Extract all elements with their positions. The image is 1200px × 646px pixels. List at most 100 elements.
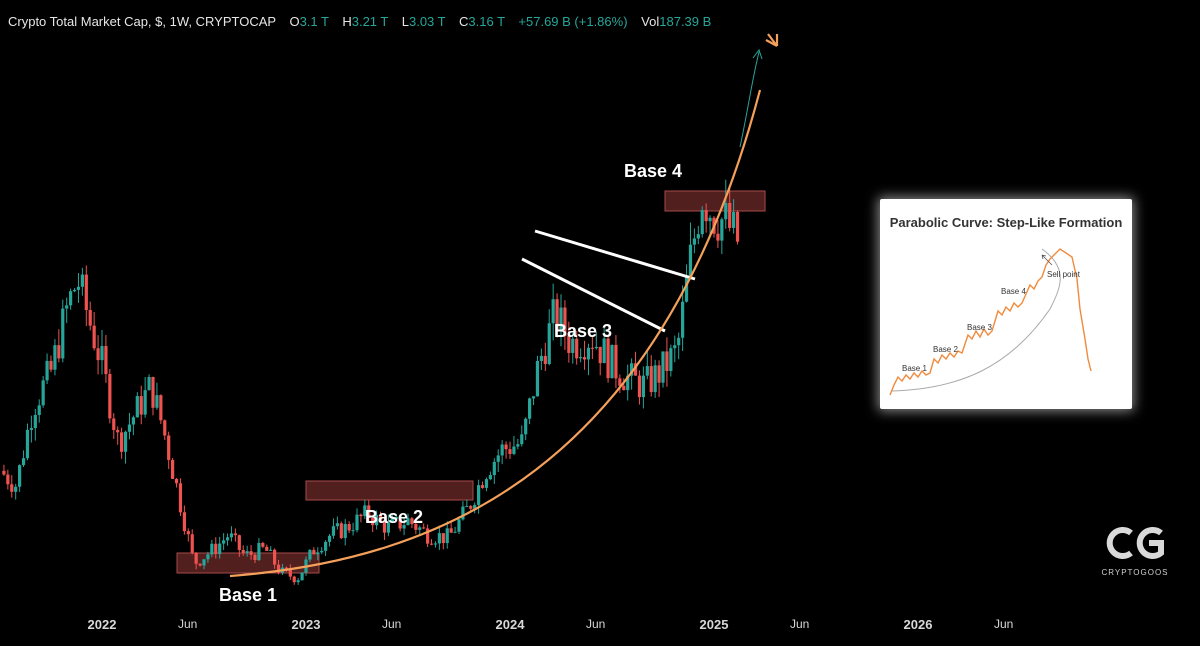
candle-body-13 xyxy=(53,345,57,370)
candle-body-115 xyxy=(453,531,457,533)
candle-body-47 xyxy=(186,531,190,535)
candle-body-179 xyxy=(704,210,708,222)
candle-body-2 xyxy=(10,484,14,492)
candle-body-163 xyxy=(641,375,645,398)
candle-body-24 xyxy=(96,348,100,361)
wedge-upper-line xyxy=(534,229,696,281)
candle-body-43 xyxy=(171,459,175,479)
candle-body-89 xyxy=(351,530,355,532)
candle-body-101 xyxy=(398,516,402,529)
candle-body-83 xyxy=(327,535,332,542)
candle-body-82 xyxy=(324,541,328,551)
candle-body-116 xyxy=(457,519,461,532)
base-3-label: Base 3 xyxy=(554,321,613,341)
candle-body-88 xyxy=(347,524,351,531)
candle-body-146 xyxy=(575,338,579,359)
candle-body-93 xyxy=(367,505,371,519)
inset-steps xyxy=(889,248,1092,396)
candle-body-143 xyxy=(563,307,567,336)
candle-body-160 xyxy=(630,363,634,376)
x-tick-7: Jun xyxy=(789,617,810,631)
inset-curve xyxy=(891,248,1061,392)
candle-body-103 xyxy=(406,518,410,526)
high-value: 3.21 T xyxy=(351,14,389,29)
candle-body-120 xyxy=(473,504,477,509)
x-tick-1: Jun xyxy=(177,617,198,631)
candle-body-30 xyxy=(120,432,124,452)
candle-body-185 xyxy=(728,202,732,228)
candle-body-50 xyxy=(198,563,202,566)
open-label: O xyxy=(289,14,300,29)
volume-value: 187.39 B xyxy=(659,14,712,29)
candle-body-122 xyxy=(480,485,485,488)
candle-body-33 xyxy=(131,417,135,425)
candle-body-166 xyxy=(653,365,657,393)
close-label: C xyxy=(459,14,469,29)
candle-body-21 xyxy=(84,274,88,310)
candle-body-132 xyxy=(520,434,524,445)
candle-body-182 xyxy=(716,233,720,241)
candle-body-100 xyxy=(394,516,398,519)
candle-body-63 xyxy=(249,551,253,555)
candle-body-3 xyxy=(14,486,18,492)
candle-body-113 xyxy=(445,528,449,544)
candle-body-168 xyxy=(661,351,665,383)
candle-body-85 xyxy=(335,523,339,527)
inset-title: Parabolic Curve: Step-Like Formation xyxy=(889,215,1123,230)
cg-logo-mark xyxy=(1106,527,1164,559)
candle-body-97 xyxy=(382,520,387,533)
candle-body-45 xyxy=(178,483,183,513)
candle-body-15 xyxy=(61,308,65,359)
candle-body-62 xyxy=(245,551,249,554)
candle-body-35 xyxy=(139,396,143,415)
candle-body-131 xyxy=(516,444,520,447)
candle-body-134 xyxy=(528,398,532,419)
candle-body-4 xyxy=(18,465,22,487)
low-label: L xyxy=(401,14,409,29)
candle-body-138 xyxy=(543,355,547,364)
chart-header: Crypto Total Market Cap, $, 1W, CRYPTOCA… xyxy=(8,14,711,29)
candle-body-23 xyxy=(92,325,96,349)
candle-body-53 xyxy=(210,543,214,555)
candle-body-149 xyxy=(586,347,591,360)
candle-body-1 xyxy=(6,474,10,485)
candle-body-69 xyxy=(273,549,277,565)
candle-body-107 xyxy=(422,527,426,529)
candle-body-28 xyxy=(112,418,116,430)
candle-body-80 xyxy=(316,552,320,555)
x-tick-2: 2023 xyxy=(291,617,321,632)
candle-body-130 xyxy=(512,446,516,454)
inset-diagram: Base 1 Base 2 Base 3 Base 4 Sell point xyxy=(889,248,1092,396)
candle-body-52 xyxy=(206,554,210,560)
candle-body-5 xyxy=(21,458,26,466)
candle-body-36 xyxy=(143,390,147,415)
candle-body-78 xyxy=(308,549,312,560)
candle-body-98 xyxy=(386,522,390,533)
candle-body-119 xyxy=(469,506,473,509)
candle-body-174 xyxy=(684,276,689,302)
candle-body-137 xyxy=(539,355,543,361)
candle-body-41 xyxy=(163,420,167,436)
candle-body-110 xyxy=(433,543,438,545)
candle-body-187 xyxy=(735,211,740,242)
inset-label-base2: Base 2 xyxy=(933,345,958,354)
candle-body-74 xyxy=(292,576,296,583)
candle-body-172 xyxy=(677,337,681,346)
candle-body-135 xyxy=(531,396,536,399)
candle-body-84 xyxy=(331,526,336,536)
candle-body-29 xyxy=(116,429,120,433)
cryptogoos-logo: CRYPTOGOOS xyxy=(1100,525,1170,577)
candle-body-90 xyxy=(355,514,359,531)
inset-label-base3: Base 3 xyxy=(967,323,992,332)
candle-body-159 xyxy=(626,375,630,391)
candle-body-129 xyxy=(508,449,512,454)
inset-sell-arrow xyxy=(1041,254,1053,266)
base-1-zone xyxy=(176,552,320,574)
candle-body-151 xyxy=(594,346,598,349)
candle-body-125 xyxy=(492,461,496,476)
candle-body-8 xyxy=(33,415,37,429)
candle-body-148 xyxy=(582,357,587,360)
candle-body-55 xyxy=(218,543,222,554)
candle-body-38 xyxy=(151,376,155,408)
